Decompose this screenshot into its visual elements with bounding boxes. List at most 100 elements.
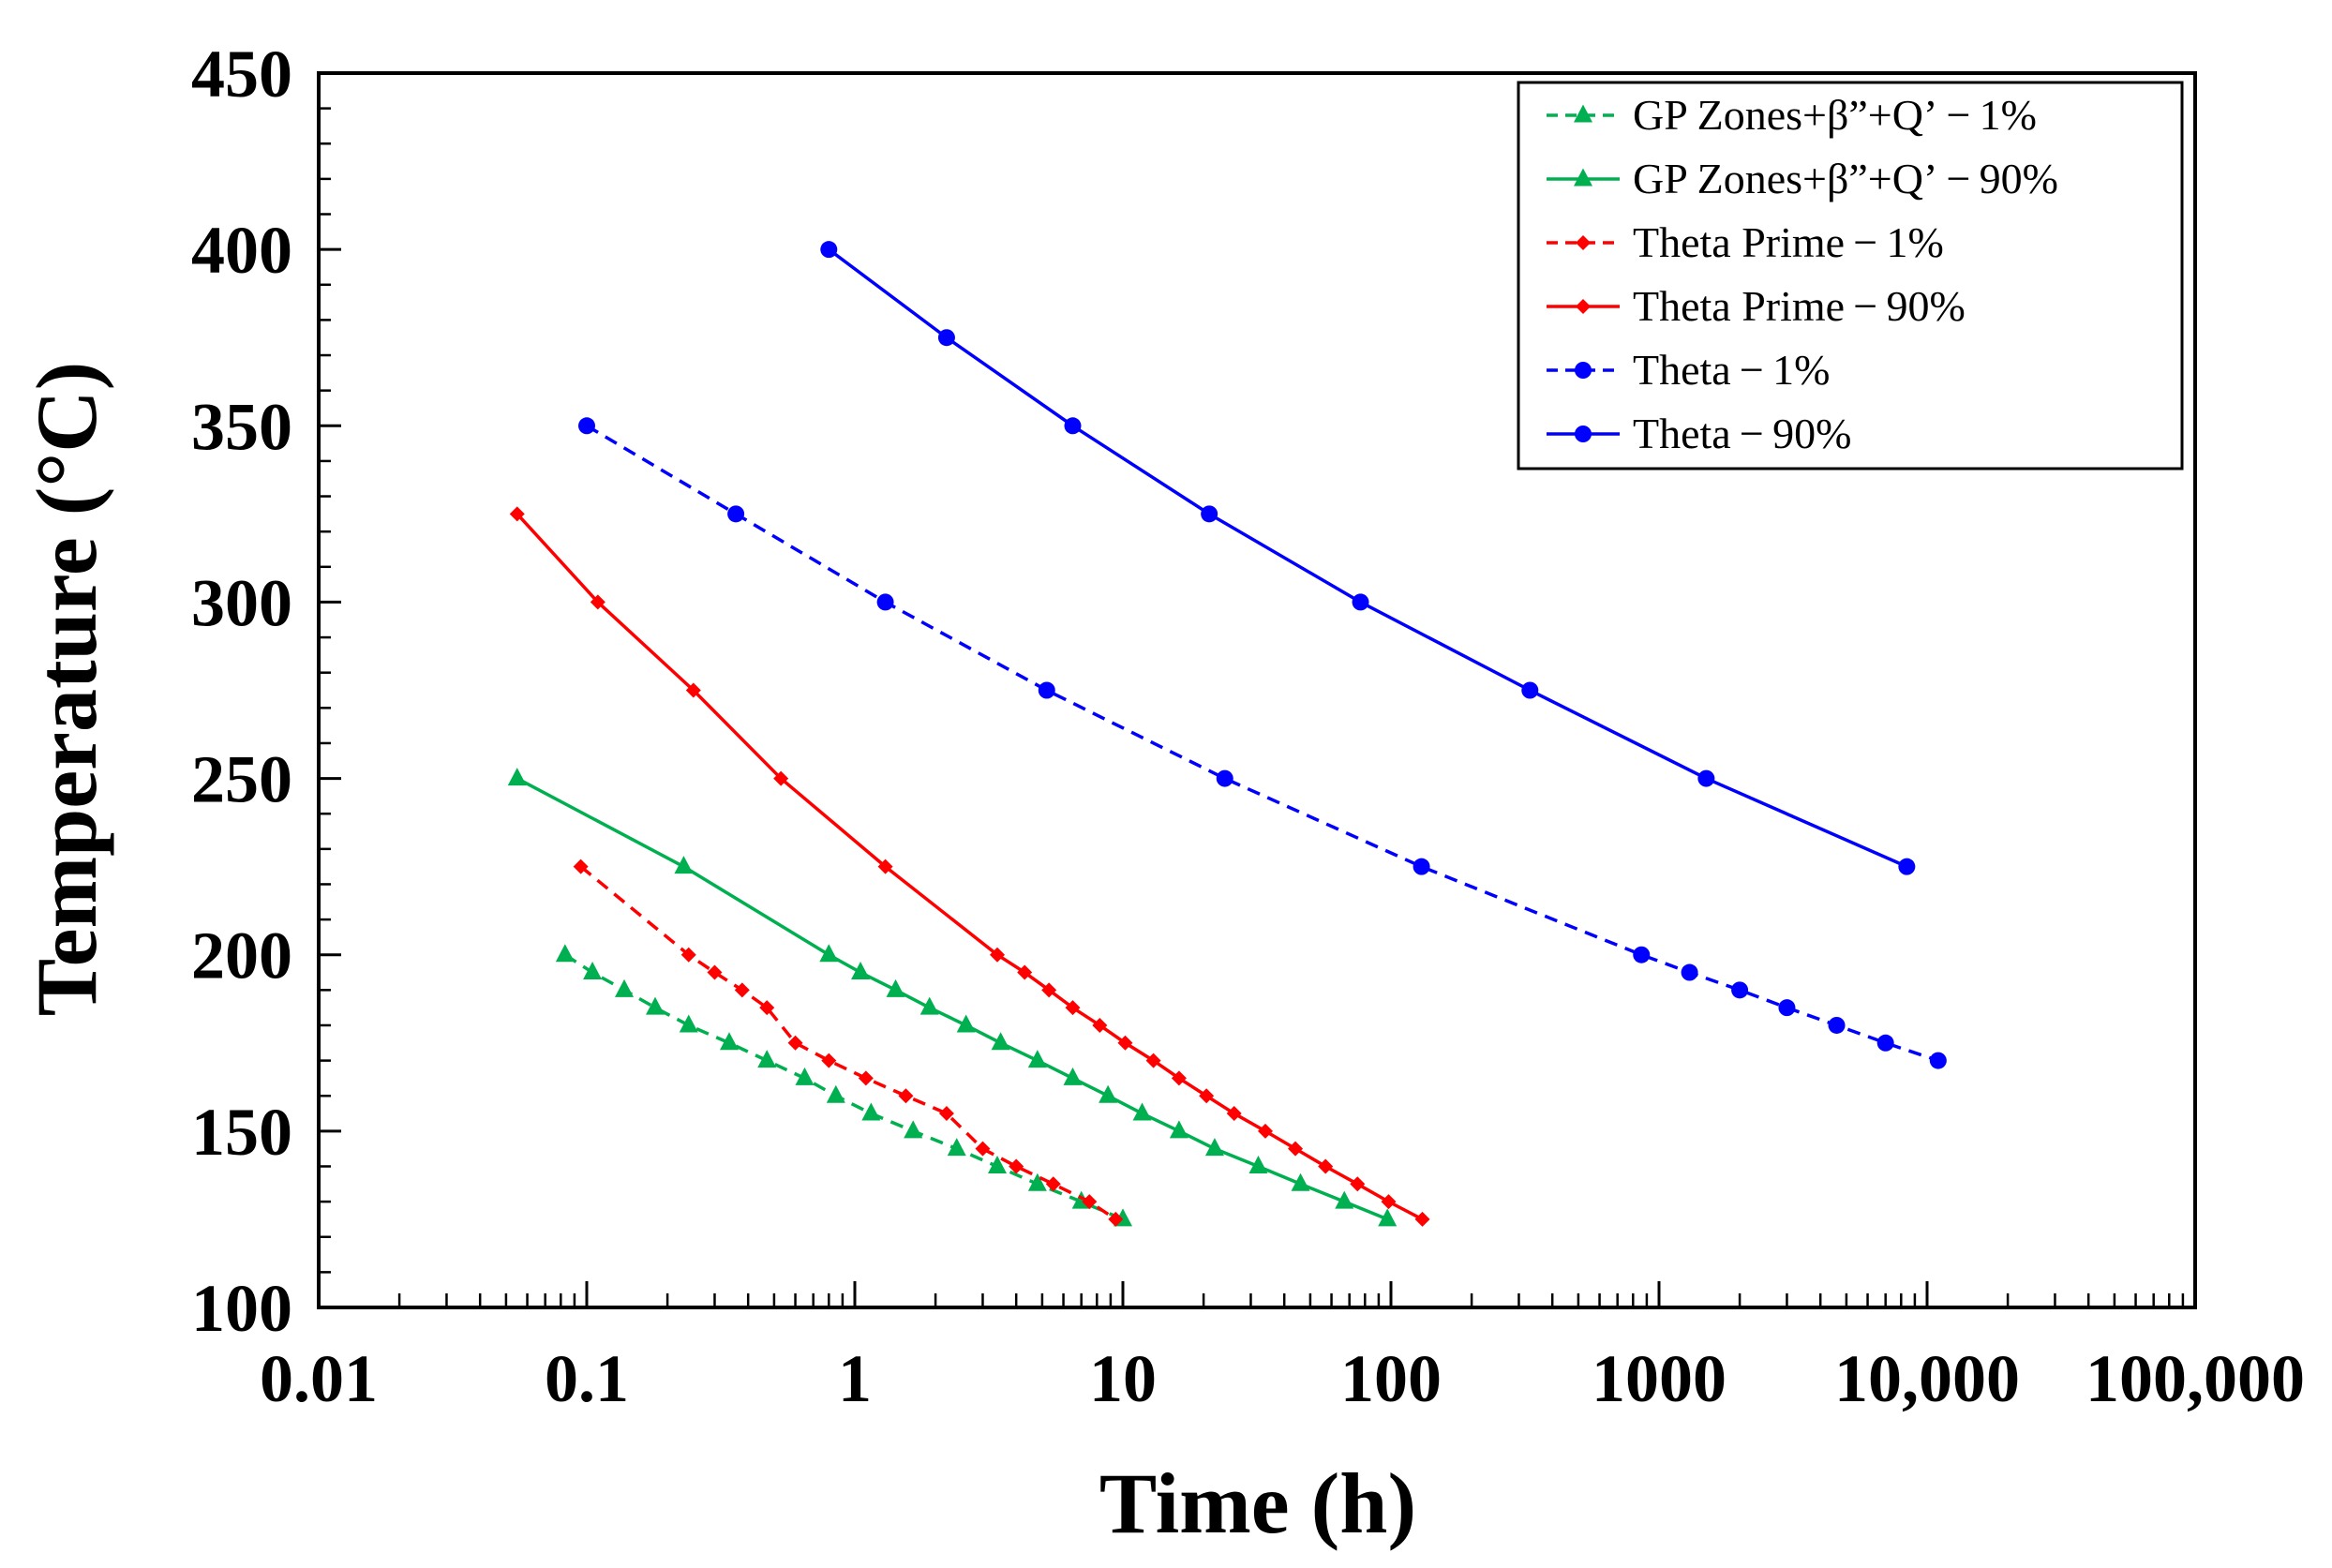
data-point (1258, 1123, 1274, 1139)
data-point (861, 1102, 881, 1121)
data-point (938, 1106, 954, 1122)
data-point (1929, 1052, 1947, 1069)
data-point (680, 947, 696, 963)
y-tick-label: 150 (191, 1095, 292, 1170)
data-point (720, 1032, 740, 1051)
series-6 (820, 241, 1916, 875)
legend-marker (1576, 235, 1591, 250)
data-point (1414, 1211, 1430, 1227)
legend-marker (1574, 168, 1592, 187)
data-point (1378, 1208, 1398, 1227)
legend-label: GP Zones+β”+Q’ − 90% (1633, 155, 2058, 202)
y-axis-title: Temperature (°C) (19, 362, 114, 1017)
data-point (991, 1032, 1010, 1051)
data-point (685, 682, 701, 698)
data-point (956, 1014, 976, 1033)
data-point (1352, 593, 1369, 611)
data-point (583, 962, 603, 980)
series-line (563, 953, 1124, 1221)
data-point (1201, 505, 1218, 523)
data-point (1381, 1194, 1397, 1210)
data-point (1108, 1211, 1124, 1227)
data-point (1521, 681, 1539, 699)
data-point (826, 1084, 845, 1103)
data-point (679, 1014, 698, 1033)
x-tick-label: 10 (1089, 1341, 1157, 1416)
data-point (555, 944, 575, 963)
data-point (1027, 1172, 1047, 1191)
data-point (1697, 769, 1715, 787)
data-point (578, 417, 595, 435)
x-tick-label: 0.01 (260, 1341, 378, 1416)
data-point (674, 856, 694, 874)
data-point (858, 1070, 874, 1086)
legend-label: Theta Prime − 90% (1633, 282, 1966, 330)
data-point (757, 1050, 777, 1068)
legend-marker (1575, 426, 1592, 442)
data-point (937, 329, 955, 347)
data-point (795, 1067, 815, 1085)
data-point (590, 594, 605, 610)
data-point (734, 982, 750, 998)
data-point (904, 1120, 923, 1139)
data-point (646, 996, 665, 1015)
data-point (1291, 1172, 1310, 1191)
data-point (1092, 1017, 1108, 1033)
data-point (1009, 1158, 1024, 1174)
data-point (1898, 858, 1916, 875)
data-point (615, 978, 635, 997)
data-point (1350, 1176, 1366, 1192)
data-point (988, 1155, 1008, 1173)
data-point (876, 593, 894, 611)
legend-label: Theta − 90% (1633, 410, 1851, 457)
legend-entry: GP Zones+β”+Q’ − 90% (1547, 155, 2058, 202)
plot-area-frame (317, 71, 2197, 1309)
series-line (828, 247, 1908, 869)
y-tick-label: 350 (191, 389, 292, 464)
data-point (773, 770, 789, 786)
data-point (851, 962, 871, 980)
data-point (1681, 963, 1698, 981)
data-point (1828, 1016, 1846, 1034)
data-point (1335, 1190, 1354, 1209)
data-point (1248, 1155, 1268, 1173)
x-tick-label: 100,000 (2085, 1341, 2305, 1416)
series-layer (507, 241, 1947, 1227)
data-point (919, 996, 939, 1015)
data-point (1082, 1194, 1098, 1210)
data-point (1038, 681, 1055, 699)
x-tick-label: 1000 (1592, 1341, 1727, 1416)
series-1 (555, 944, 1132, 1227)
data-point (1633, 946, 1651, 963)
x-tick-label: 100 (1340, 1341, 1442, 1416)
data-point (819, 944, 839, 963)
y-tick-label: 100 (191, 1271, 292, 1346)
ticks-layer: 100 150 200 250 300 350 400 450 0.01 0.1 1 10 100 100… (191, 37, 2305, 1416)
data-point (1288, 1141, 1304, 1157)
series-5 (578, 417, 1947, 1069)
y-tick-label: 300 (191, 565, 292, 640)
legend-marker (1574, 104, 1592, 123)
data-point (1413, 858, 1430, 875)
data-point (877, 859, 893, 874)
data-point (727, 505, 745, 523)
data-point (1204, 1138, 1224, 1157)
legend-box (1517, 81, 2184, 470)
legend-entry: GP Zones+β”+Q’ − 1% (1547, 91, 2037, 139)
data-point (1216, 769, 1233, 787)
series-2 (507, 768, 1398, 1227)
legend-label: Theta − 1% (1633, 346, 1830, 394)
data-point (1065, 1000, 1081, 1016)
data-point (509, 506, 525, 522)
data-point (990, 947, 1006, 963)
data-point (1117, 1035, 1133, 1051)
legend-entry: Theta − 90% (1547, 410, 1851, 457)
data-point (787, 1035, 803, 1051)
data-point (886, 978, 905, 997)
data-point (898, 1088, 914, 1104)
data-point (1145, 1053, 1161, 1068)
data-point (1064, 417, 1082, 435)
series-3 (573, 859, 1124, 1227)
data-point (1132, 1102, 1152, 1121)
